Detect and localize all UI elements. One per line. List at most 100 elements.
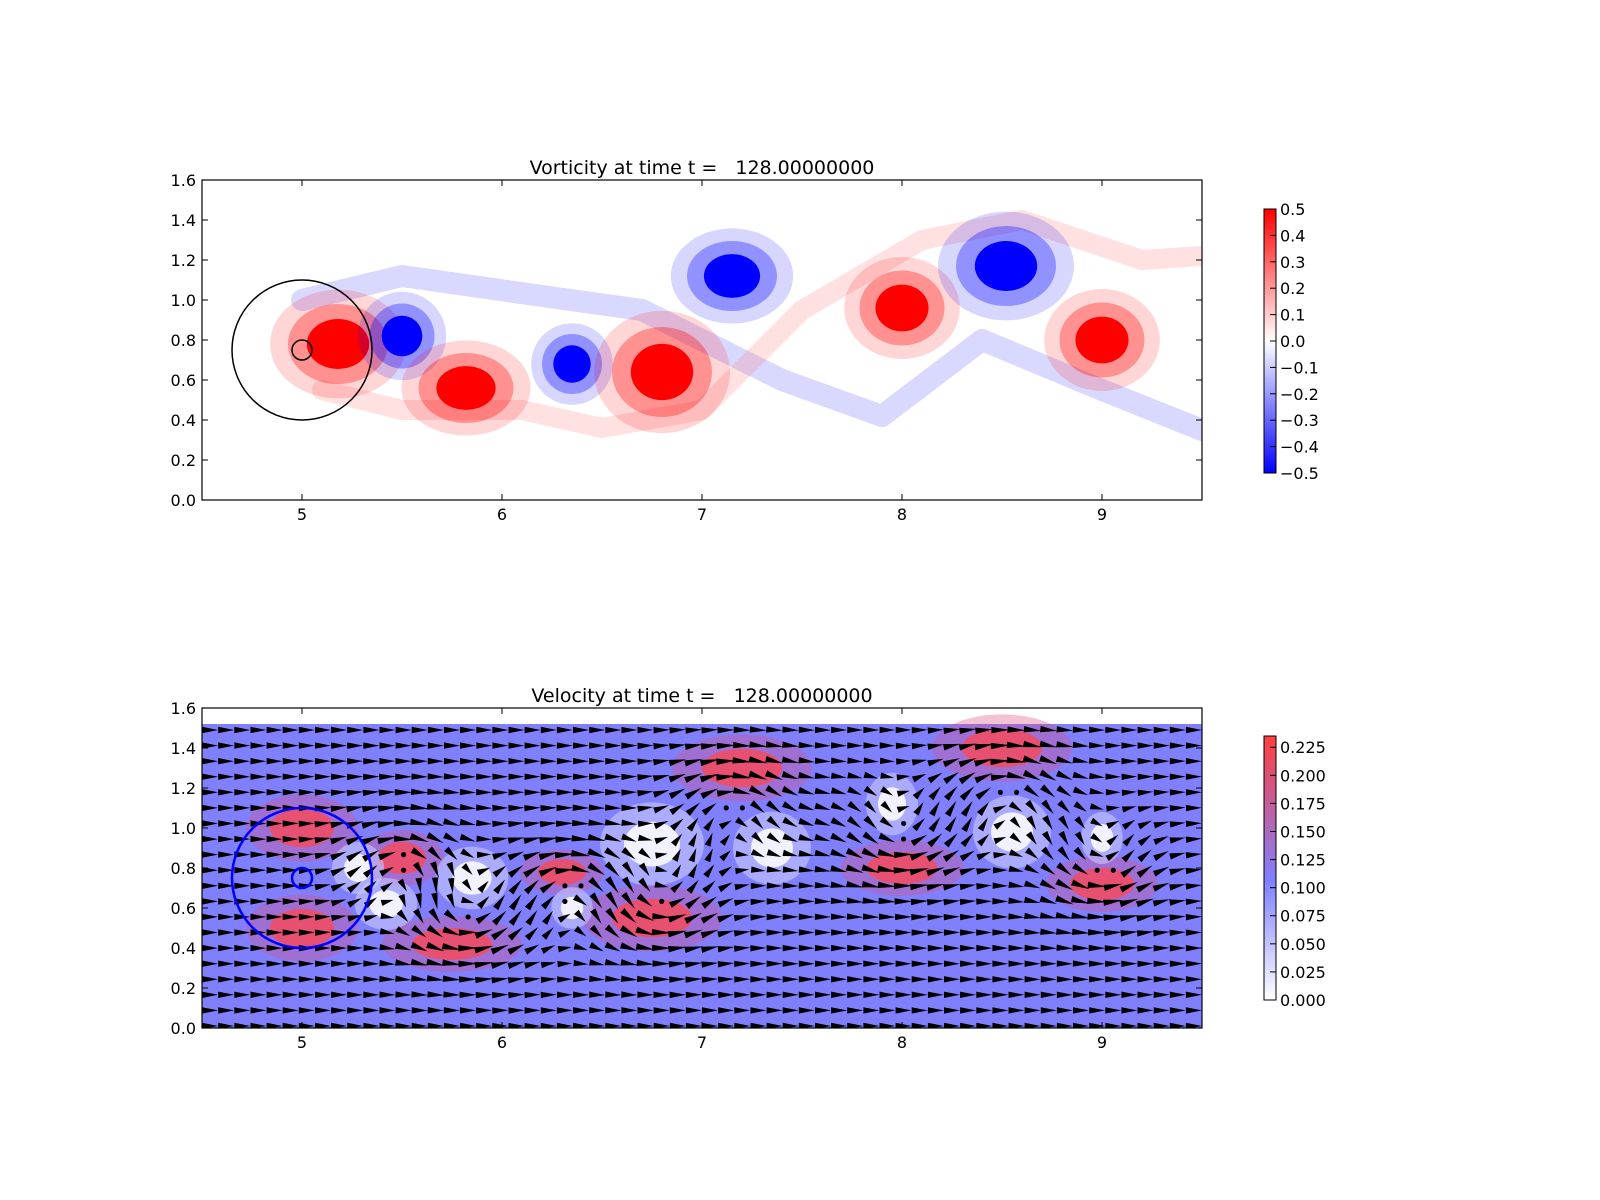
quiver-arrow xyxy=(540,804,558,812)
quiver-arrow xyxy=(379,742,396,749)
vorticity-colorbar: 0.5 0.4 0.3 0.2 0.1 0.0 −0.1 −0.2 −0.3 −0.4 −0.5 xyxy=(1263,200,1319,483)
quiver-arrow xyxy=(1153,850,1169,862)
quiver-arrow xyxy=(443,742,461,749)
quiver-arrow xyxy=(879,991,896,998)
quiver-arrow xyxy=(282,773,299,780)
quiver-arrow xyxy=(202,867,219,874)
quiver-arrow xyxy=(943,929,961,936)
quiver-arrow xyxy=(636,893,653,907)
quiver-arrow xyxy=(507,977,525,984)
quiver-arrow xyxy=(830,913,848,920)
quiver-arrow xyxy=(781,785,799,796)
quiver-arrow xyxy=(458,929,478,936)
quiver-arrow xyxy=(1121,726,1138,734)
quiver-arrow xyxy=(670,818,684,831)
colorbar-tick-label: 0.175 xyxy=(1280,794,1326,813)
colorbar-tick-label: −0.4 xyxy=(1280,438,1319,457)
quiver-arrow xyxy=(570,849,591,857)
quiver-arrow xyxy=(443,803,461,810)
quiver-arrow xyxy=(393,835,414,842)
quiver-arrow xyxy=(846,831,863,844)
quiver-arrow xyxy=(913,801,924,816)
quiver-arrow xyxy=(781,771,799,780)
quiver-arrow xyxy=(492,773,509,780)
quiver-arrow xyxy=(1072,976,1090,983)
quiver-arrow xyxy=(637,774,654,781)
quiver-arrow xyxy=(266,1007,283,1014)
quiver-arrow xyxy=(703,864,715,878)
quiver-arrow xyxy=(524,944,540,955)
quiver-arrow xyxy=(911,991,928,998)
quiver-arrow xyxy=(766,726,783,733)
quiver-arrow xyxy=(361,835,381,846)
quiver-arrow xyxy=(1088,960,1106,967)
quiver-arrow xyxy=(992,1007,1009,1014)
quiver-arrow xyxy=(700,912,718,924)
quiver-arrow xyxy=(830,817,847,827)
quiver-arrow xyxy=(831,960,848,967)
quiver-arrow xyxy=(605,758,622,765)
quiver-arrow xyxy=(493,879,506,895)
quiver-arrow xyxy=(943,743,961,751)
quiver-arrow xyxy=(1089,1007,1106,1014)
quiver-arrow xyxy=(554,852,575,859)
quiver-arrow xyxy=(1106,805,1121,812)
quiver-arrow xyxy=(202,835,219,843)
quiver-arrow xyxy=(990,758,1011,766)
quiver-arrow xyxy=(346,806,364,813)
quiver-arrow xyxy=(444,726,461,734)
quiver-arrow xyxy=(621,758,638,765)
quiver-arrow xyxy=(380,882,393,893)
quiver-arrow xyxy=(668,773,686,783)
quiver-arrow xyxy=(879,742,896,749)
quiver-arrow xyxy=(718,1022,735,1028)
quiver-arrow xyxy=(1056,1007,1073,1014)
quiver-arrow xyxy=(492,852,508,861)
quiver-arrow xyxy=(992,898,1009,905)
quiver-arrow xyxy=(718,991,735,999)
quiver-arrow xyxy=(1008,865,1024,872)
quiver-arrow xyxy=(1121,819,1136,830)
quiver-arrow xyxy=(943,772,960,785)
quiver-arrow xyxy=(556,726,573,734)
quiver-arrow xyxy=(427,846,442,861)
quiver-arrow xyxy=(410,788,429,796)
quiver-arrow xyxy=(250,882,267,889)
quiver-dot xyxy=(401,852,407,858)
quiver-arrow xyxy=(573,925,587,937)
quiver-arrow xyxy=(944,1022,961,1028)
quiver-arrow xyxy=(250,898,267,905)
vortex-core xyxy=(381,315,423,357)
quiver-arrow xyxy=(1137,726,1154,734)
quiver-arrow xyxy=(831,1007,848,1014)
quiver-arrow xyxy=(1089,787,1105,795)
quiver-arrow xyxy=(782,726,799,733)
quiver-arrow xyxy=(862,831,879,845)
quiver-arrow xyxy=(347,915,363,922)
quiver-arrow xyxy=(669,976,687,983)
quiver-arrow xyxy=(766,866,783,873)
quiver-arrow xyxy=(748,756,768,764)
quiver-arrow xyxy=(492,726,509,734)
quiver-arrow xyxy=(1008,976,1025,983)
quiver-arrow xyxy=(1008,801,1023,812)
quiver-arrow xyxy=(363,991,380,998)
quiver-arrow xyxy=(234,1007,251,1014)
quiver-arrow xyxy=(395,926,411,937)
quiver-arrow xyxy=(1040,1022,1057,1028)
quiver-arrow xyxy=(765,741,784,748)
quiver-arrow xyxy=(830,832,847,843)
quiver-arrow xyxy=(379,991,396,998)
quiver-arrow xyxy=(669,803,685,816)
quiver-arrow xyxy=(667,930,688,938)
quiver-arrow xyxy=(927,929,945,936)
quiver-arrow xyxy=(1185,898,1202,906)
quiver-arrow xyxy=(1039,769,1057,781)
quiver-arrow xyxy=(814,726,832,734)
quiver-arrow xyxy=(1071,928,1090,935)
quiver-arrow xyxy=(861,880,881,888)
quiver-arrow xyxy=(1153,805,1170,813)
quiver-arrow xyxy=(798,898,815,905)
quiver-arrow xyxy=(202,726,219,734)
quiver-arrow xyxy=(635,926,655,936)
